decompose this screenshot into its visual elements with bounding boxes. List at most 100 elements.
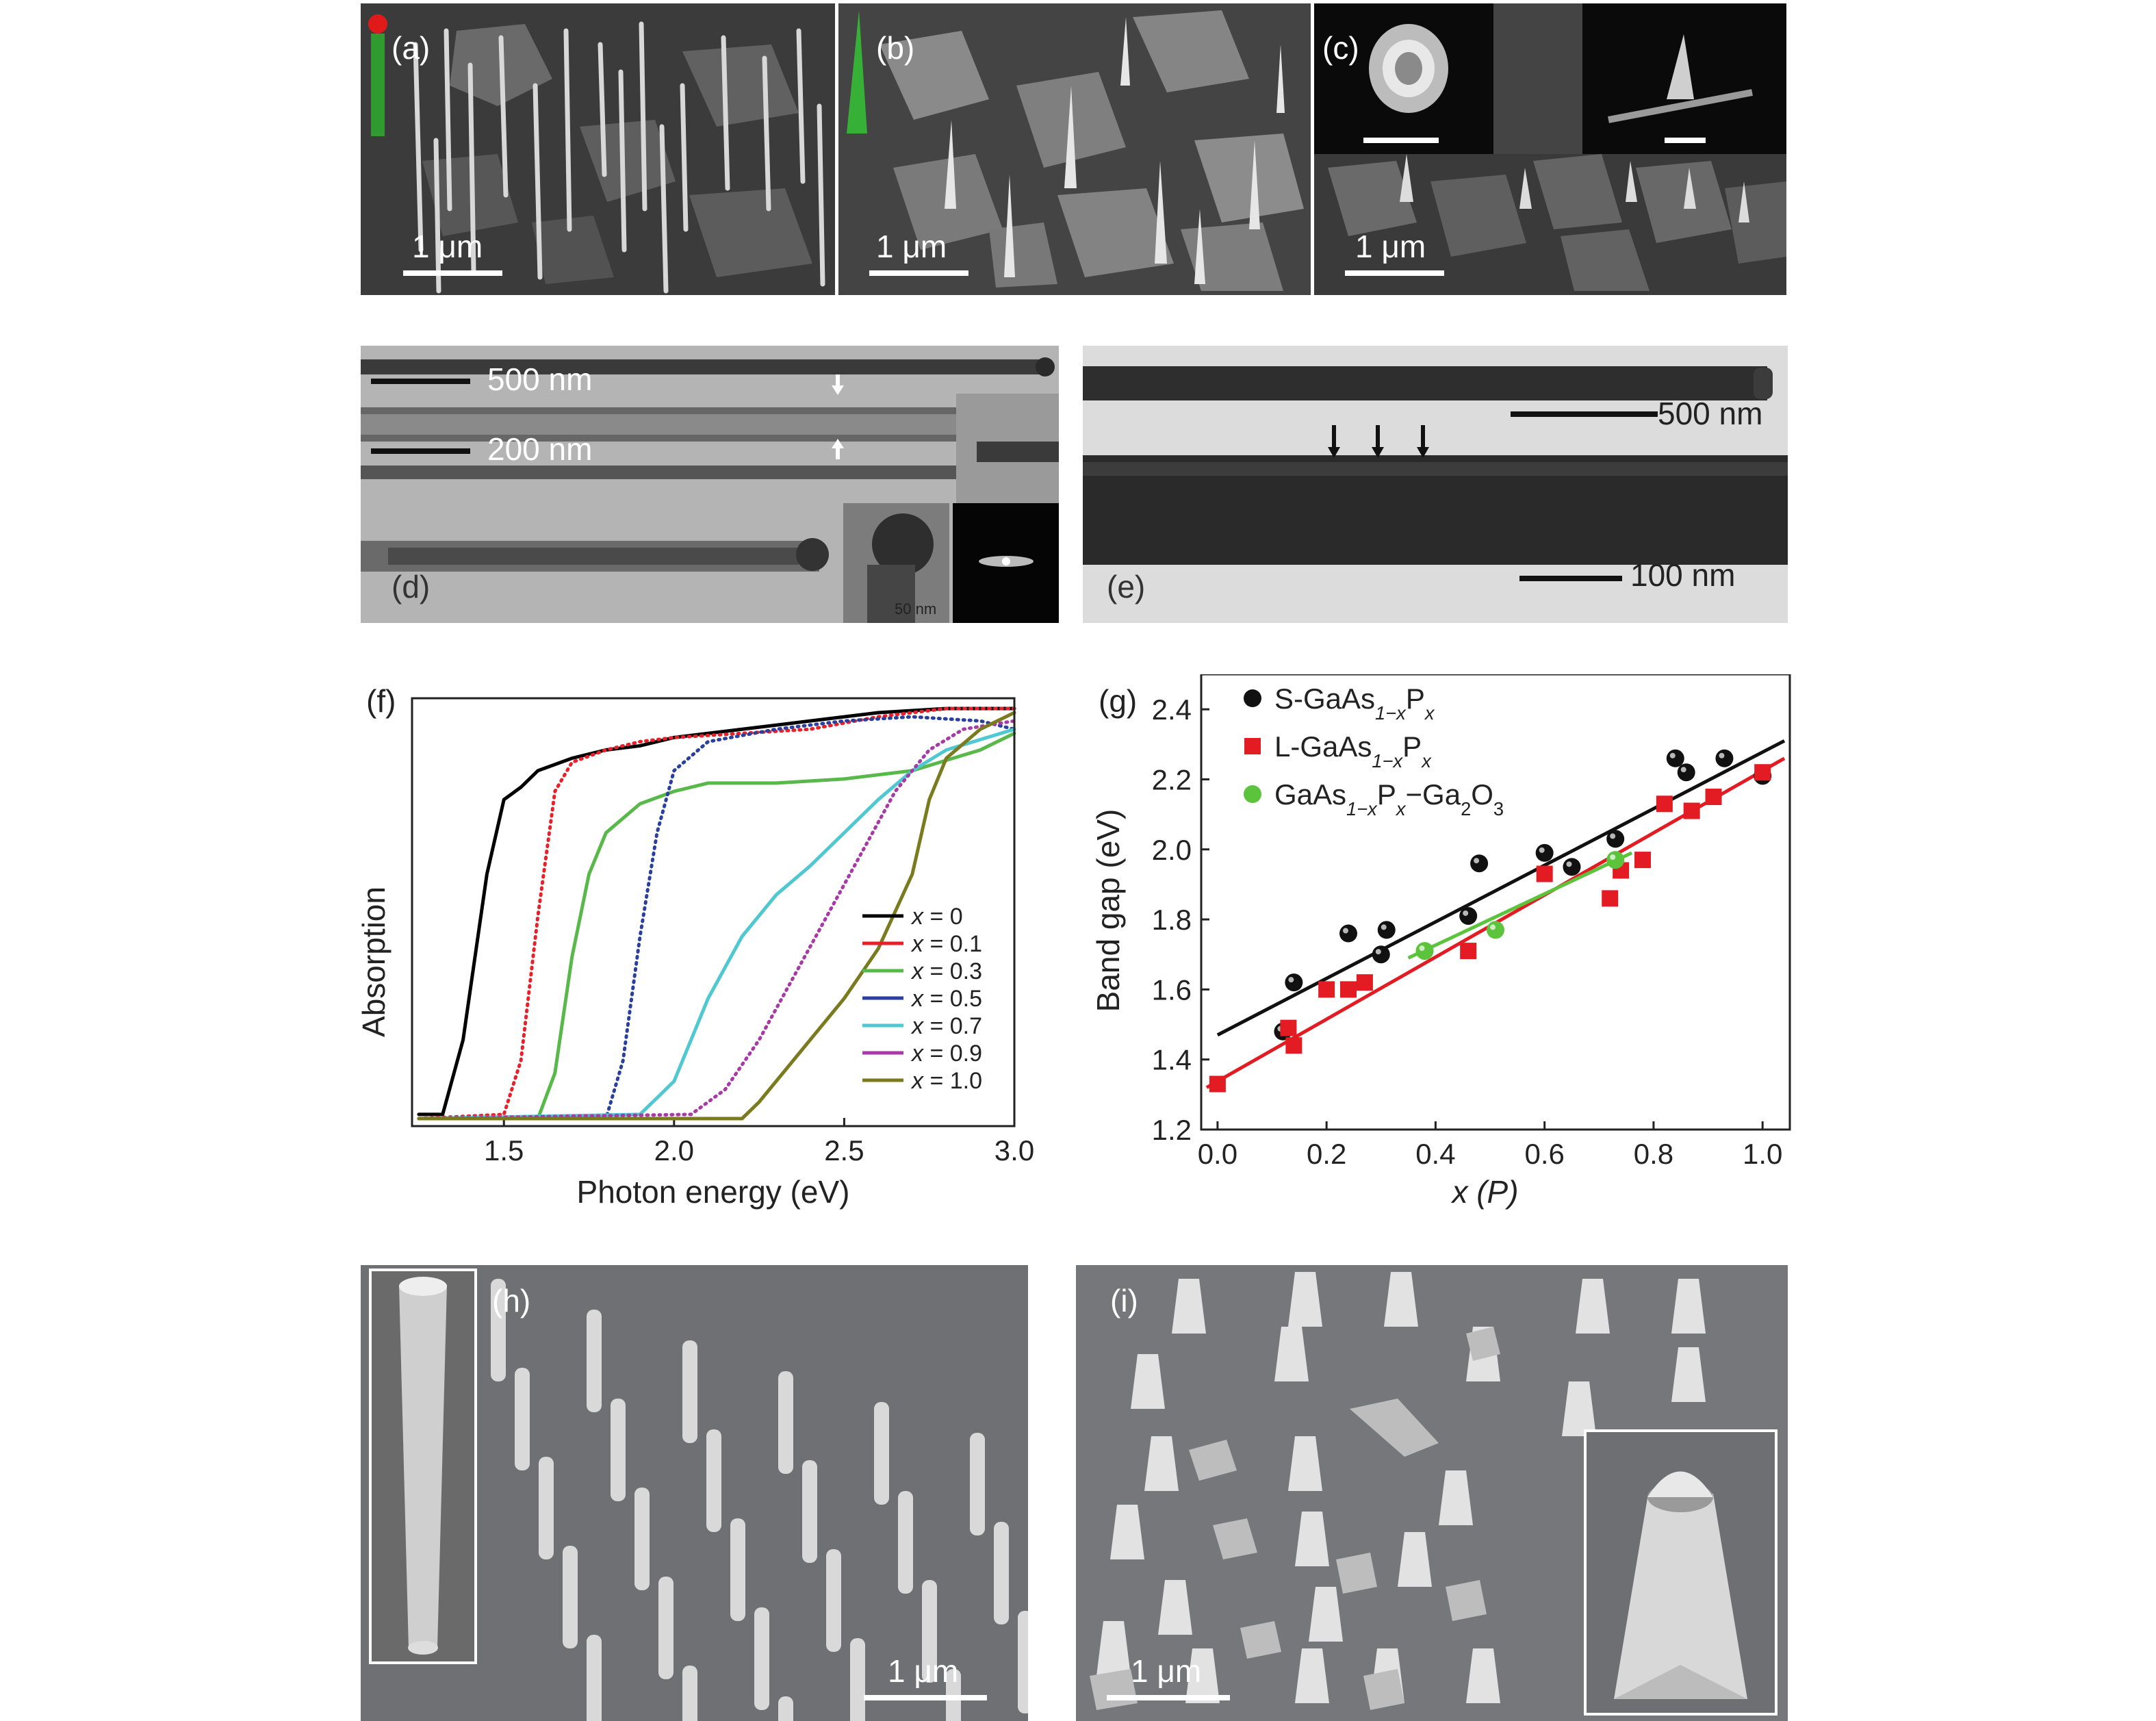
nanopillar [1288,1272,1322,1327]
x-tick-label: 0.0 [1198,1138,1237,1170]
x-tick-label: 0.8 [1634,1138,1673,1170]
x-tick-label: 3.0 [994,1134,1034,1167]
data-point [1209,1075,1226,1093]
data-point [1536,865,1553,882]
data-point [1340,981,1357,998]
chart-g: (g) Band gap (eV) x (P) 0.0 0.2 0.4 0.6 0.8 1… [1090,674,1791,1210]
panel-e-label: (e) [1107,569,1146,604]
data-point [1339,924,1357,943]
legend-label: L-GaAs1−xPx [1274,730,1432,772]
panel-c-scale-label: 1 μm [1355,229,1426,264]
chart-f-frame [411,697,1016,1127]
fit-line [1407,851,1633,960]
nanowire [874,1402,889,1505]
nanowire [682,1340,697,1443]
panel-e-tem-image [1083,346,1788,623]
nanopillar [1144,1436,1179,1491]
legend-label: S-GaAs1−xPx [1274,683,1435,724]
data-point-highlight [1474,858,1480,864]
nanowire [898,1491,913,1594]
data-point-highlight [1566,861,1572,867]
panel-a: (a) 1 μm [361,3,835,295]
data-point [1377,921,1396,939]
series-line [417,731,1016,1121]
nanowire [515,1368,530,1470]
nanowire [730,1518,745,1621]
data-point-highlight [1490,924,1496,930]
x-tick-label: 2.5 [824,1134,864,1167]
data-point [1606,830,1625,848]
y-tick-label: 1.6 [1152,973,1192,1006]
panel-d-scale-label-top: 500 nm [487,361,593,397]
nanowire [658,1577,673,1679]
chart-f-ylabel: Absorption [356,887,392,1037]
nanopillar [1295,1512,1329,1566]
legend-marker [1244,785,1261,803]
legend-label: x = 0.3 [910,958,982,984]
nanopillar [1576,1279,1610,1334]
chart-f-xlabel: Photon energy (eV) [577,1174,850,1210]
panel-h-scale-bar [864,1695,987,1700]
panel-i-scale-label: 1 μm [1131,1653,1202,1689]
panel-d-scale-bar-mid [371,448,470,454]
nanowire [850,1638,865,1721]
data-point-highlight [1381,924,1387,930]
data-point-highlight [1343,928,1348,934]
data-point [1754,764,1771,781]
data-point [1487,921,1504,939]
data-point [1634,852,1651,869]
panel-c: (c) 1 μm [1314,3,1786,295]
nanopillar [1274,1327,1309,1381]
series-line [417,711,1016,1121]
nanowire [587,1635,602,1721]
panel-d-scale-bar-top [371,379,470,384]
legend-marker [1244,738,1261,754]
nanowire [778,1696,793,1721]
panel-e: 500 nm 100 nm (e) [1083,346,1788,623]
nanowire [826,1549,841,1652]
panel-e-scale-bar-top [1511,411,1658,417]
legend-label: GaAs1−xPx−Ga2O3 [1274,778,1504,819]
panel-d: 500 nm 200 nm 50 nm (d) [361,346,1059,623]
series-line [417,727,1016,1121]
fit-line [1216,739,1786,1037]
legend-label: x = 0.9 [910,1041,982,1067]
panel-d-label: (d) [392,569,431,604]
nanopillar [1398,1532,1432,1587]
x-tick-label: 2.0 [654,1134,694,1167]
panel-h-label: (h) [492,1283,531,1318]
nanopillar [1096,1621,1131,1676]
series-line [417,706,1016,1117]
data-point [1715,749,1734,767]
data-point [1285,973,1303,992]
nanowire [754,1607,769,1710]
nanowire [682,1666,697,1721]
nanopillar [1158,1580,1192,1635]
data-point [1459,906,1478,925]
y-tick-label: 2.2 [1152,763,1192,795]
nanopillar [1671,1279,1706,1334]
data-point-highlight [1539,847,1545,853]
nanowire [778,1371,793,1474]
x-tick-label: 1.0 [1743,1138,1782,1170]
panel-a-label: (a) [392,30,431,66]
panel-c-scale-bar [1345,270,1444,276]
panel-e-scale-bar-bottom [1519,576,1622,581]
nanopillar [1110,1505,1144,1559]
data-point [1535,843,1554,862]
data-point [1318,981,1335,998]
chart-g-xlabel: x (P) [1450,1174,1518,1210]
nanowire [539,1457,554,1559]
chart-g-panel-label: (g) [1099,683,1137,719]
nanowire [563,1546,578,1648]
data-point-highlight [1669,752,1676,758]
nanopillar [1439,1470,1473,1525]
nanowire [970,1433,985,1535]
panel-b: (b) 1 μm [838,3,1311,295]
legend-label: x = 0.7 [910,1013,982,1039]
data-point-highlight [1610,833,1616,839]
y-tick-label: 2.0 [1152,834,1192,866]
y-tick-label: 1.4 [1152,1044,1192,1076]
panel-h-inset-image [399,1277,447,1655]
legend-marker [1244,689,1261,707]
